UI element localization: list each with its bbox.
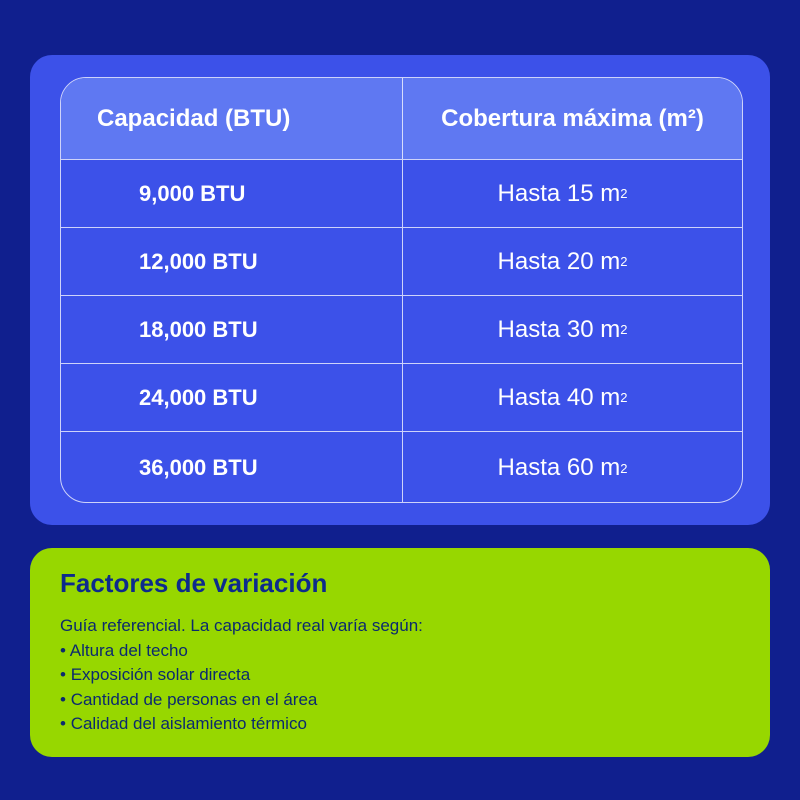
list-item: Exposición solar directa [60, 663, 423, 688]
factors-list: Guía referencial. La capacidad real varí… [60, 614, 423, 737]
header-coverage: Cobertura máxima (m²) [441, 104, 704, 132]
list-item: Altura del techo [60, 639, 423, 664]
factors-title: Factores de variación [60, 568, 328, 598]
capacity-cell: 9,000 BTU [61, 160, 403, 227]
list-item: Cantidad de personas en el área [60, 688, 423, 713]
capacity-card: Capacidad (BTU) Cobertura máxima (m²) 9,… [30, 55, 770, 525]
capacity-cell: 36,000 BTU [61, 432, 403, 502]
list-item: Calidad del aislamiento térmico [60, 712, 423, 737]
factors-intro: Guía referencial. La capacidad real varí… [60, 616, 423, 635]
capacity-table: Capacidad (BTU) Cobertura máxima (m²) 9,… [60, 77, 743, 503]
capacity-cell: 12,000 BTU [61, 228, 403, 295]
capacity-cell: 24,000 BTU [61, 364, 403, 431]
table-header: Capacidad (BTU) Cobertura máxima (m²) [61, 78, 742, 159]
capacity-cell: 18,000 BTU [61, 296, 403, 363]
header-capacity: Capacidad (BTU) [61, 78, 403, 159]
factors-card: Factores de variación Guía referencial. … [30, 548, 770, 757]
